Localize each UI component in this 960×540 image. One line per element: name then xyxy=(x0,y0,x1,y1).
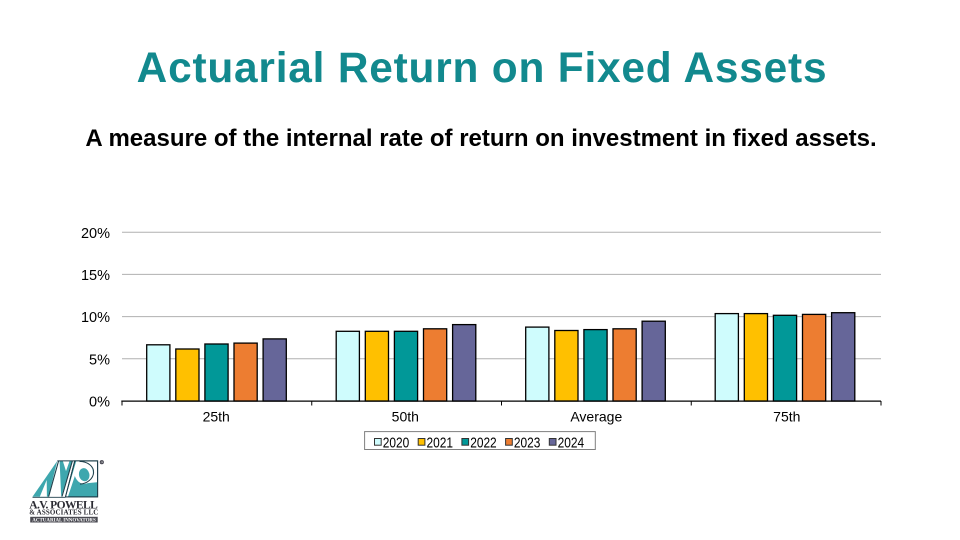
svg-text:25th: 25th xyxy=(203,409,230,425)
svg-text:10%: 10% xyxy=(81,310,110,326)
svg-text:2023: 2023 xyxy=(514,436,541,452)
svg-text:15%: 15% xyxy=(81,268,110,284)
svg-text:50th: 50th xyxy=(392,409,419,425)
svg-text:2021: 2021 xyxy=(427,436,454,452)
svg-text:Average: Average xyxy=(570,409,622,425)
svg-text:0%: 0% xyxy=(89,395,110,411)
svg-text:75th: 75th xyxy=(773,409,800,425)
svg-text:2020: 2020 xyxy=(383,436,410,452)
svg-text:2024: 2024 xyxy=(558,436,585,452)
svg-text:ACTUARIAL INNOVATORS: ACTUARIAL INNOVATORS xyxy=(32,518,96,523)
svg-text:5%: 5% xyxy=(89,352,110,368)
svg-text:A.V. POWELL: A.V. POWELL xyxy=(29,500,98,512)
svg-text:20%: 20% xyxy=(81,226,110,242)
svg-text:& ASSOCIATES LLC: & ASSOCIATES LLC xyxy=(29,509,98,517)
svg-text:2022: 2022 xyxy=(470,436,497,452)
